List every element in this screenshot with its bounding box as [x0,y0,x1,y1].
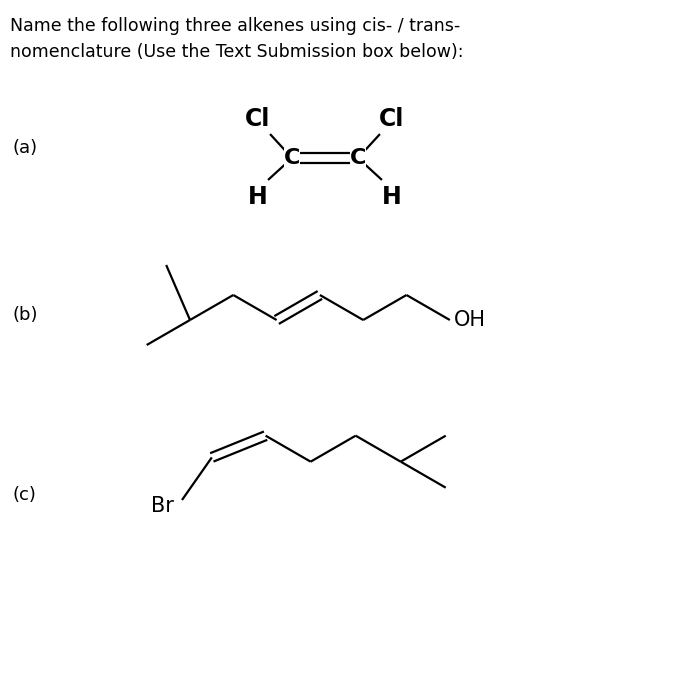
Text: (a): (a) [12,139,37,157]
Text: H: H [248,185,268,209]
Text: Cl: Cl [380,107,404,131]
Text: Br: Br [151,496,174,516]
Text: (b): (b) [12,306,37,324]
Text: H: H [382,185,402,209]
Text: C: C [350,148,366,168]
Text: (c): (c) [12,486,36,504]
Text: Cl: Cl [246,107,270,131]
Text: OH: OH [454,310,486,330]
Text: nomenclature (Use the Text Submission box below):: nomenclature (Use the Text Submission bo… [10,43,464,61]
Text: Name the following three alkenes using cis- / trans-: Name the following three alkenes using c… [10,17,460,35]
Text: C: C [284,148,300,168]
